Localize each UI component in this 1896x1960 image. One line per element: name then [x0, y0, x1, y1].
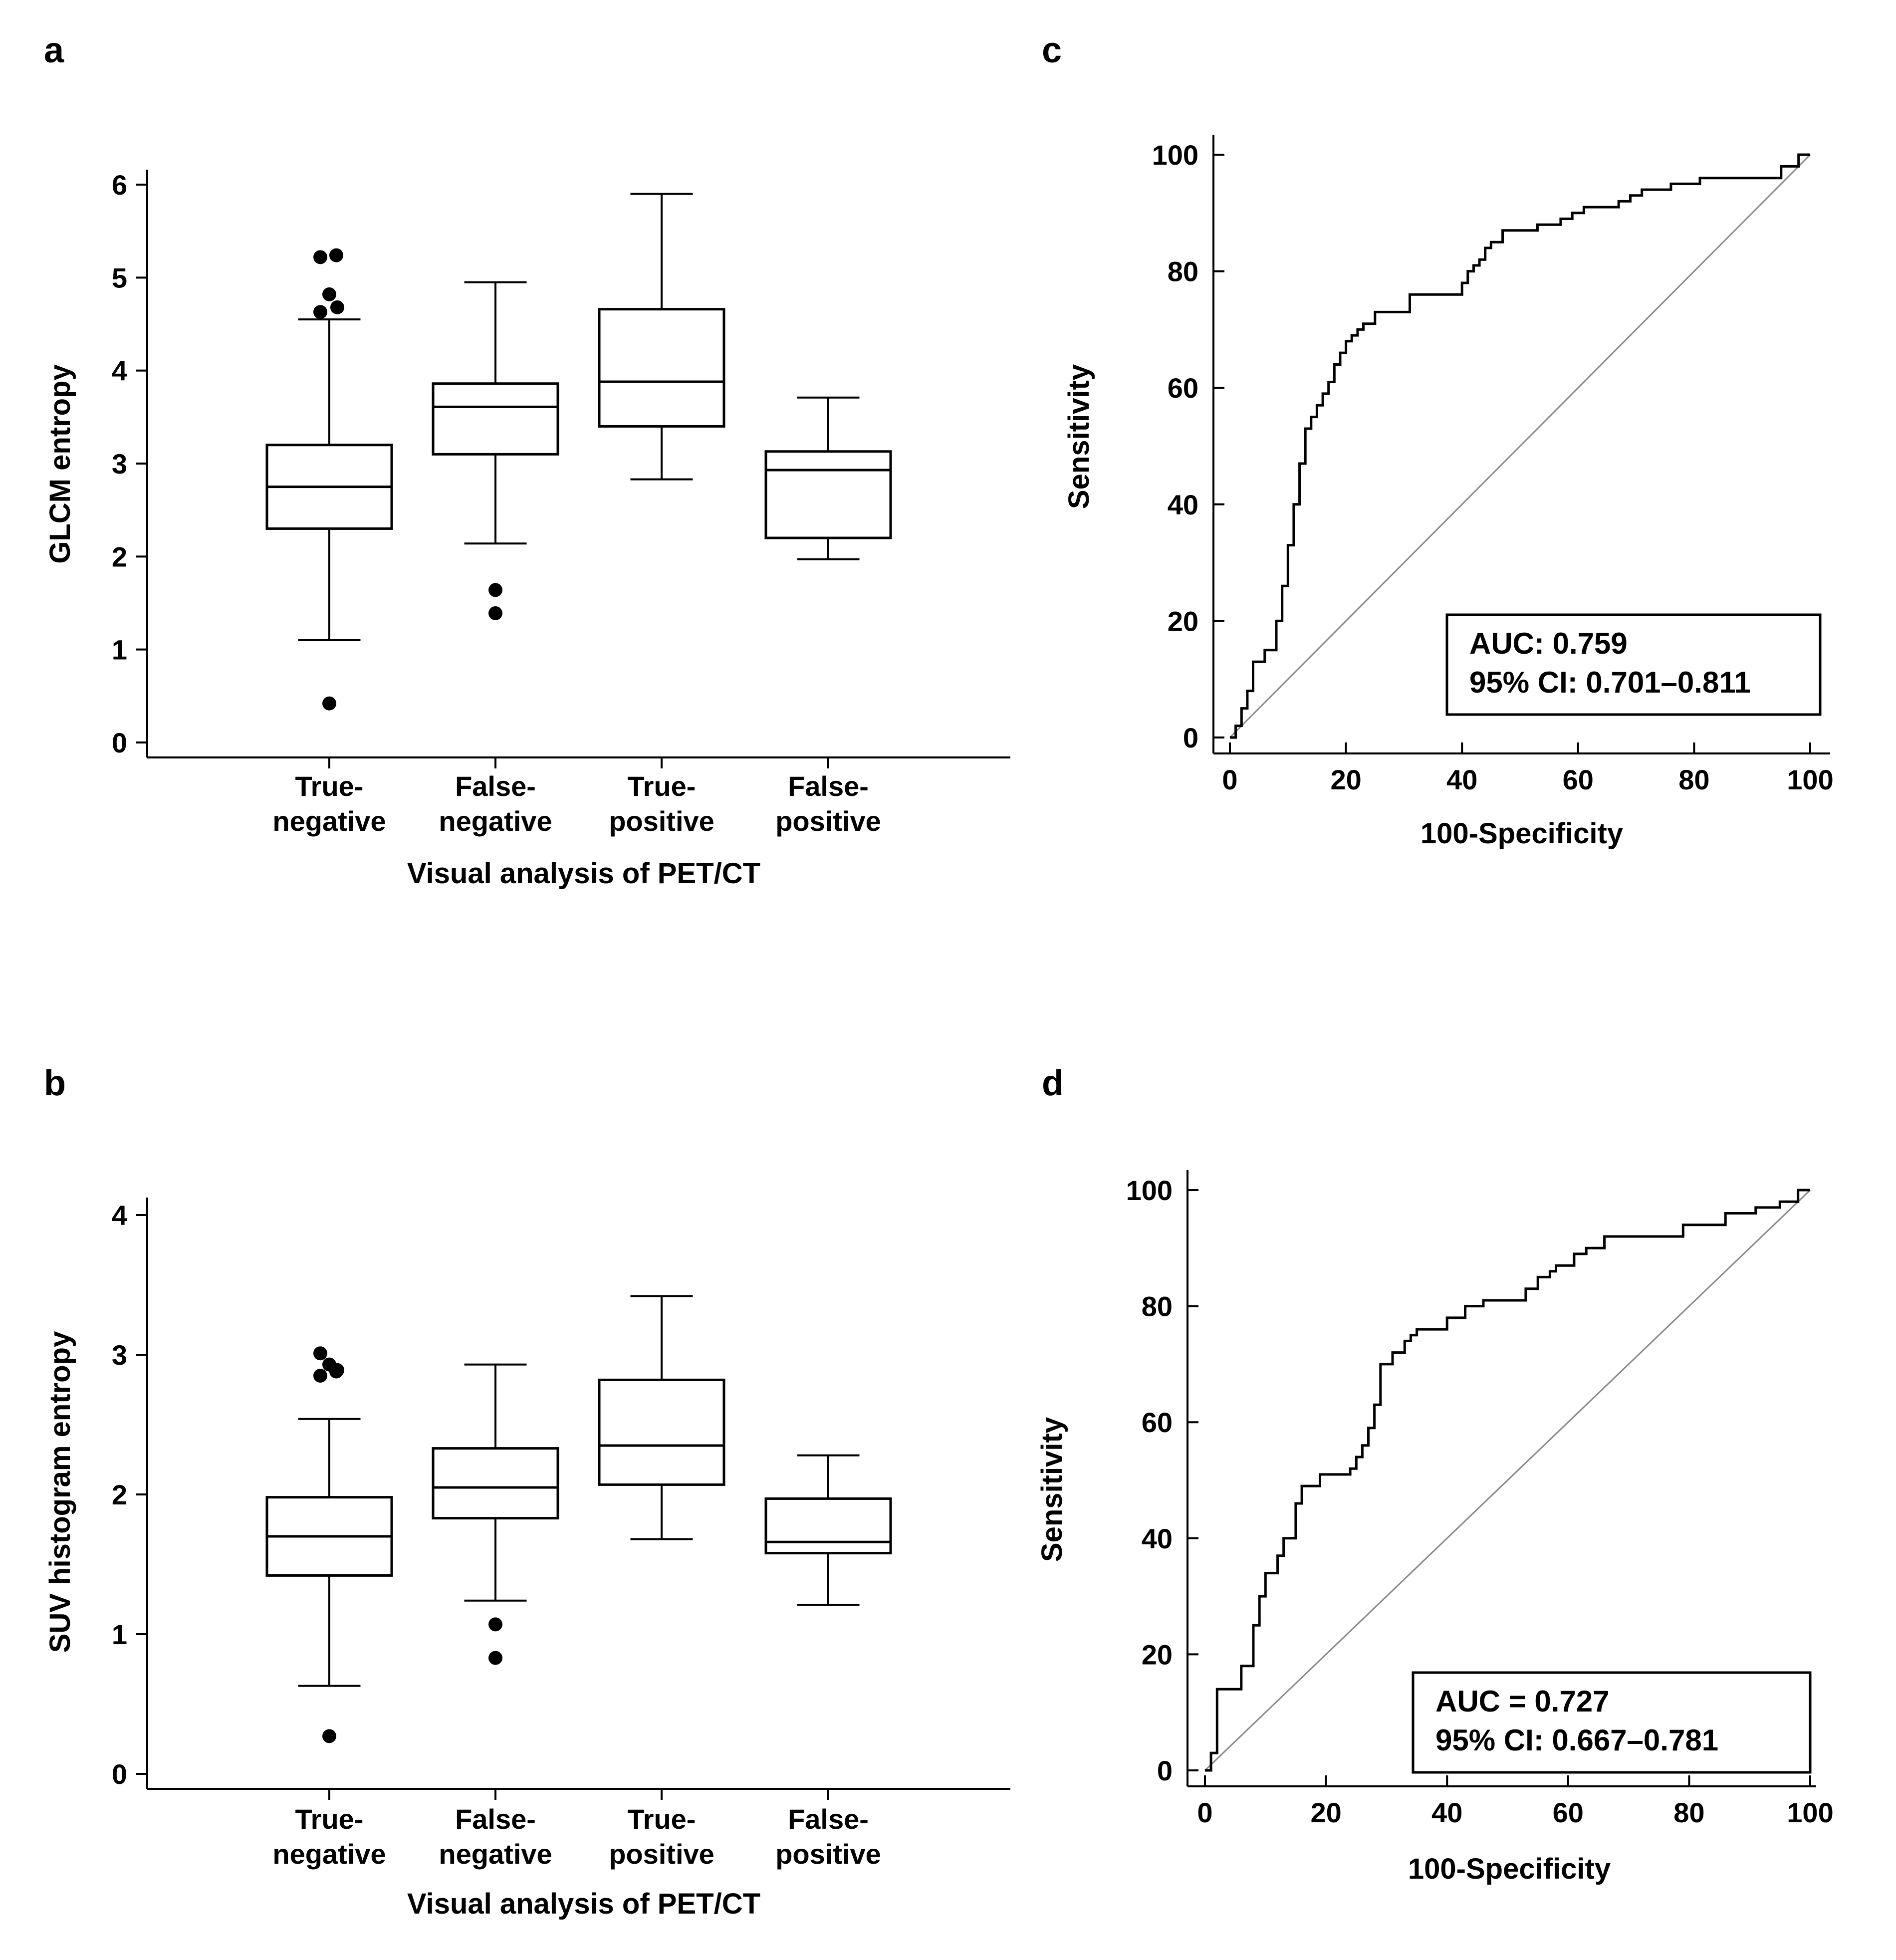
reference-diagonal — [1204, 1189, 1811, 1771]
panel-c: c 0 20 40 60 80 100 0 20 40 60 80 100 Sensitivity 100-… — [1042, 30, 1834, 850]
x-tick-label: 80 — [1673, 1797, 1704, 1828]
x-axis-label: Visual analysis of PET/CT — [407, 1888, 760, 1920]
outlier-point — [322, 696, 336, 711]
outlier-point — [330, 1363, 344, 1377]
x-tick-label: 60 — [1563, 764, 1594, 795]
outlier-point — [322, 287, 336, 301]
category-label-line2: negative — [272, 805, 386, 837]
y-tick-label: 3 — [112, 1339, 127, 1371]
y-tick-label: 0 — [112, 1758, 127, 1790]
panel-a: a 0 1 2 3 4 5 6 GLCM entropy Visual analysis of P… — [44, 30, 1010, 890]
outlier-point — [488, 606, 502, 620]
iqr-box — [598, 308, 725, 428]
outlier-point — [488, 1651, 502, 1665]
iqr-box — [598, 1378, 725, 1486]
category-label-line1: True- — [628, 770, 696, 802]
y-tick-label: 40 — [1168, 489, 1198, 520]
x-tick-label: 80 — [1678, 764, 1709, 795]
x-axis-label: 100-Specificity — [1421, 817, 1623, 850]
outlier-point — [329, 248, 343, 262]
iqr-box — [764, 1497, 892, 1555]
x-tick-label: 20 — [1310, 1797, 1341, 1828]
y-tick-label: 40 — [1142, 1523, 1173, 1554]
x-tick-label: 20 — [1330, 764, 1361, 795]
category-label-line2: positive — [609, 805, 714, 837]
category-label-line1: False- — [455, 1803, 536, 1835]
y-tick-label: 100 — [1126, 1175, 1173, 1206]
category-label-line1: False- — [455, 770, 536, 802]
x-axis-label: Visual analysis of PET/CT — [407, 857, 760, 890]
outlier-point — [488, 1617, 502, 1632]
x-tick-label: 40 — [1446, 764, 1477, 795]
y-tick-label: 5 — [112, 262, 127, 293]
category-label-line1: True- — [628, 1803, 696, 1835]
outlier-point — [488, 583, 502, 597]
y-tick-label: 3 — [112, 448, 127, 480]
y-axis-label: SUV histogram entropy — [44, 1331, 76, 1653]
outlier-point — [313, 1346, 327, 1361]
x-tick-label: 100 — [1787, 1797, 1833, 1828]
y-tick-label: 20 — [1168, 605, 1198, 637]
y-tick-label: 0 — [112, 727, 127, 758]
y-tick-label: 0 — [1157, 1755, 1173, 1786]
auc-text: AUC = 0.727 — [1435, 1685, 1610, 1718]
outlier-point — [313, 250, 327, 264]
y-tick-label: 0 — [1183, 722, 1198, 753]
y-tick-label: 80 — [1142, 1291, 1173, 1322]
iqr-box — [432, 1447, 559, 1520]
category-label-line2: negative — [272, 1838, 386, 1870]
y-tick-label: 4 — [112, 355, 127, 387]
y-tick-label: 1 — [112, 634, 127, 666]
category-label-line1: True- — [295, 1803, 364, 1835]
category-label-line1: False- — [788, 1803, 869, 1835]
roc-curve-line — [1205, 1189, 1810, 1772]
category-label-line2: positive — [775, 1838, 881, 1870]
outlier-point — [313, 1369, 327, 1383]
panel-d: d 0 20 40 60 80 100 0 20 40 60 80 100 Sensitivity 100-… — [1036, 1063, 1834, 1885]
category-label-line1: True- — [295, 770, 364, 802]
y-tick-label: 2 — [112, 1479, 127, 1510]
x-tick-label: 60 — [1553, 1797, 1584, 1828]
category-label-line2: negative — [439, 1838, 552, 1870]
y-tick-label: 60 — [1168, 372, 1198, 404]
y-tick-label: 60 — [1142, 1407, 1173, 1438]
iqr-box — [432, 382, 559, 456]
category-label-line2: negative — [439, 805, 552, 837]
x-tick-label: 100 — [1787, 764, 1833, 795]
auc-text: AUC: 0.759 — [1469, 627, 1628, 660]
panel-label: d — [1042, 1063, 1064, 1103]
iqr-box — [764, 450, 892, 539]
reference-diagonal — [1229, 154, 1811, 738]
panel-label: c — [1042, 30, 1062, 70]
y-axis-label: GLCM entropy — [44, 364, 76, 564]
panel-b: b 0 1 2 3 4 SUV histogram entropy Visual analys… — [44, 1063, 1010, 1920]
auc-annotation-box — [1445, 613, 1822, 716]
y-tick-label: 6 — [112, 169, 127, 201]
outlier-point — [313, 305, 327, 319]
panel-label: b — [44, 1063, 66, 1103]
ci-text: 95% CI: 0.667–0.781 — [1435, 1723, 1718, 1757]
y-axis-label: Sensitivity — [1063, 364, 1095, 509]
y-tick-label: 80 — [1168, 256, 1198, 287]
y-tick-label: 20 — [1142, 1639, 1173, 1670]
x-axis-label: 100-Specificity — [1408, 1853, 1611, 1885]
y-tick-label: 2 — [112, 541, 127, 572]
outlier-point — [330, 300, 344, 314]
x-tick-label: 0 — [1222, 764, 1237, 795]
ci-text: 95% CI: 0.701–0.811 — [1469, 666, 1751, 699]
y-tick-label: 1 — [112, 1619, 127, 1650]
category-label-line2: positive — [775, 805, 881, 837]
roc-curve-line — [1230, 153, 1810, 739]
x-tick-label: 0 — [1197, 1797, 1212, 1828]
category-label-line1: False- — [788, 770, 869, 802]
y-tick-label: 4 — [112, 1200, 127, 1231]
category-label-line2: positive — [609, 1838, 714, 1870]
outlier-point — [322, 1729, 336, 1743]
panel-label: a — [44, 30, 64, 70]
y-tick-label: 100 — [1152, 139, 1198, 171]
y-axis-label: Sensitivity — [1036, 1417, 1068, 1562]
x-tick-label: 40 — [1431, 1797, 1462, 1828]
auc-annotation-box — [1412, 1671, 1812, 1774]
